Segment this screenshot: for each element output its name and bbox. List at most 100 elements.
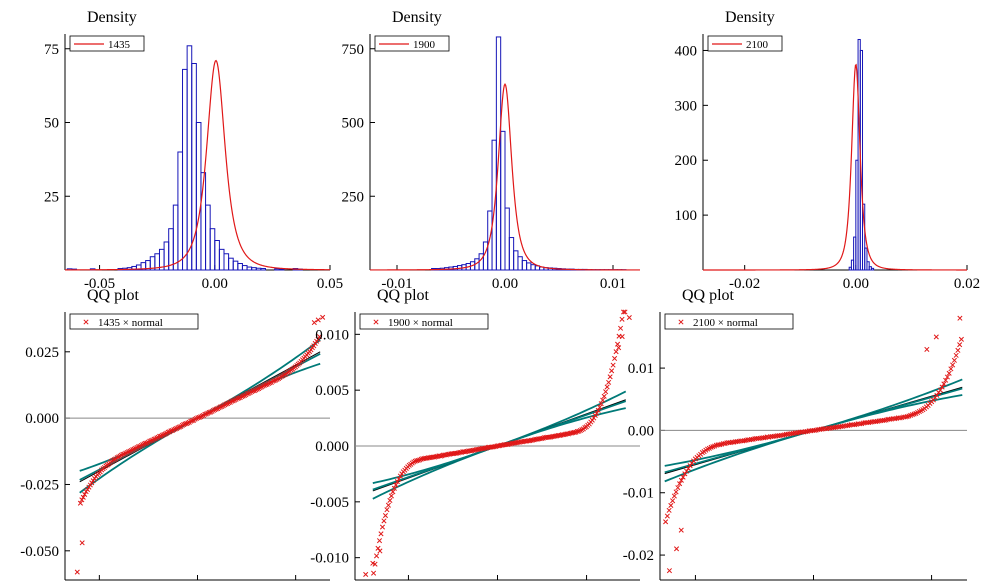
qq-point — [950, 362, 956, 368]
qq-point — [673, 489, 679, 495]
qq-point — [616, 345, 622, 351]
histogram-bar — [186, 45, 193, 271]
histogram-bar — [205, 204, 211, 271]
histogram-bar — [172, 204, 179, 271]
qq-point — [417, 457, 423, 463]
qq-point — [671, 493, 677, 499]
legend-box — [69, 35, 145, 52]
legend-label: 1435 × normal — [98, 317, 163, 329]
qq-point — [157, 433, 163, 439]
legend-swatch — [83, 319, 89, 325]
legend-box — [69, 313, 199, 330]
qq-point — [539, 435, 545, 441]
qq-point — [210, 407, 216, 413]
histogram-bar — [260, 268, 266, 271]
qq-point — [251, 388, 257, 394]
y-tick-label: 50 — [44, 116, 59, 132]
qq-point — [135, 444, 141, 450]
qq-point — [881, 417, 887, 423]
qq-point — [561, 432, 567, 438]
qq-point — [77, 500, 83, 506]
x-tick-label: -0.05 — [84, 276, 115, 292]
qq-point — [387, 497, 393, 503]
y-tick-label: 0.00 — [628, 423, 654, 439]
qq-point — [384, 507, 390, 513]
qq-point — [315, 317, 321, 323]
qq-point — [74, 569, 80, 575]
qq-point — [933, 334, 939, 340]
qq-point — [675, 485, 681, 491]
qq-point — [84, 487, 91, 493]
qq-point — [934, 392, 940, 398]
panel-title: QQ plot — [682, 287, 735, 304]
qq-point — [240, 393, 246, 399]
qq-point — [388, 493, 394, 499]
histogram-bar — [508, 237, 515, 271]
qq-point — [620, 309, 627, 315]
histogram-bar — [517, 256, 523, 271]
qq-point — [375, 545, 381, 551]
qq-1900-panel: QQ plot-0.00250.00000.0025-0.010-0.0050.… — [310, 287, 640, 581]
y-tick-label: 300 — [675, 98, 698, 114]
legend-label: 2100 — [746, 39, 769, 51]
qq-point — [188, 418, 194, 424]
density-2100-panel: Density -0.02 0.00 0.02 100 200 300 400 2100 — [675, 9, 981, 292]
qq-point — [226, 400, 232, 406]
qq-point — [677, 481, 683, 487]
histogram-bar — [246, 266, 253, 271]
qq-point — [311, 343, 317, 349]
qq-point — [196, 414, 202, 420]
qq-point — [161, 432, 167, 438]
qq-point — [573, 429, 579, 435]
qq-point — [433, 454, 439, 460]
qq-point — [213, 406, 219, 412]
qq-point — [378, 531, 384, 537]
histogram-bar — [195, 122, 202, 271]
qq-point — [663, 519, 669, 525]
qq-point — [565, 431, 572, 437]
histogram-bar — [251, 267, 257, 271]
y-tick-label: 0.01 — [628, 361, 654, 377]
qq-point — [130, 447, 136, 453]
qq-point — [208, 409, 214, 415]
legend-swatch — [678, 319, 684, 325]
qq-point — [604, 384, 610, 390]
histogram-bar — [241, 265, 248, 271]
legend-box — [359, 313, 489, 330]
qq-point — [192, 416, 198, 422]
qq-point — [941, 381, 947, 387]
qq-point — [437, 453, 444, 459]
qq-point — [609, 368, 615, 374]
histogram-bar — [274, 268, 280, 271]
histogram-bar — [500, 130, 506, 271]
histogram-bar — [864, 247, 868, 271]
qq-point — [176, 424, 182, 430]
density-curve — [370, 82, 640, 271]
qq-point — [594, 410, 600, 416]
qq-point — [202, 411, 208, 417]
qq-point — [443, 452, 450, 458]
qq-point — [666, 507, 672, 513]
qq-point — [678, 477, 684, 483]
qq-point — [239, 393, 245, 400]
y-tick-label: -0.01 — [623, 486, 654, 502]
x-tick-label: 0.00 — [843, 276, 869, 292]
qq-point — [254, 386, 260, 392]
qq-point — [507, 441, 513, 447]
histogram-bar — [218, 248, 225, 271]
y-tick-label: -0.02 — [623, 548, 654, 564]
qq-point — [223, 401, 229, 407]
x-tick-label: 0.02 — [954, 276, 980, 292]
density-curve — [65, 59, 330, 271]
y-tick-label: -0.010 — [310, 551, 349, 567]
qq-point — [124, 449, 130, 456]
qq-point — [394, 479, 400, 485]
qq-point — [120, 451, 126, 457]
qq-point — [944, 374, 950, 380]
qq-point — [552, 433, 558, 439]
qq-point — [576, 428, 582, 434]
qq-point — [183, 421, 190, 427]
histogram-bar — [214, 240, 220, 271]
legend-label: 2100 × normal — [693, 317, 758, 329]
qq-point — [175, 425, 181, 431]
